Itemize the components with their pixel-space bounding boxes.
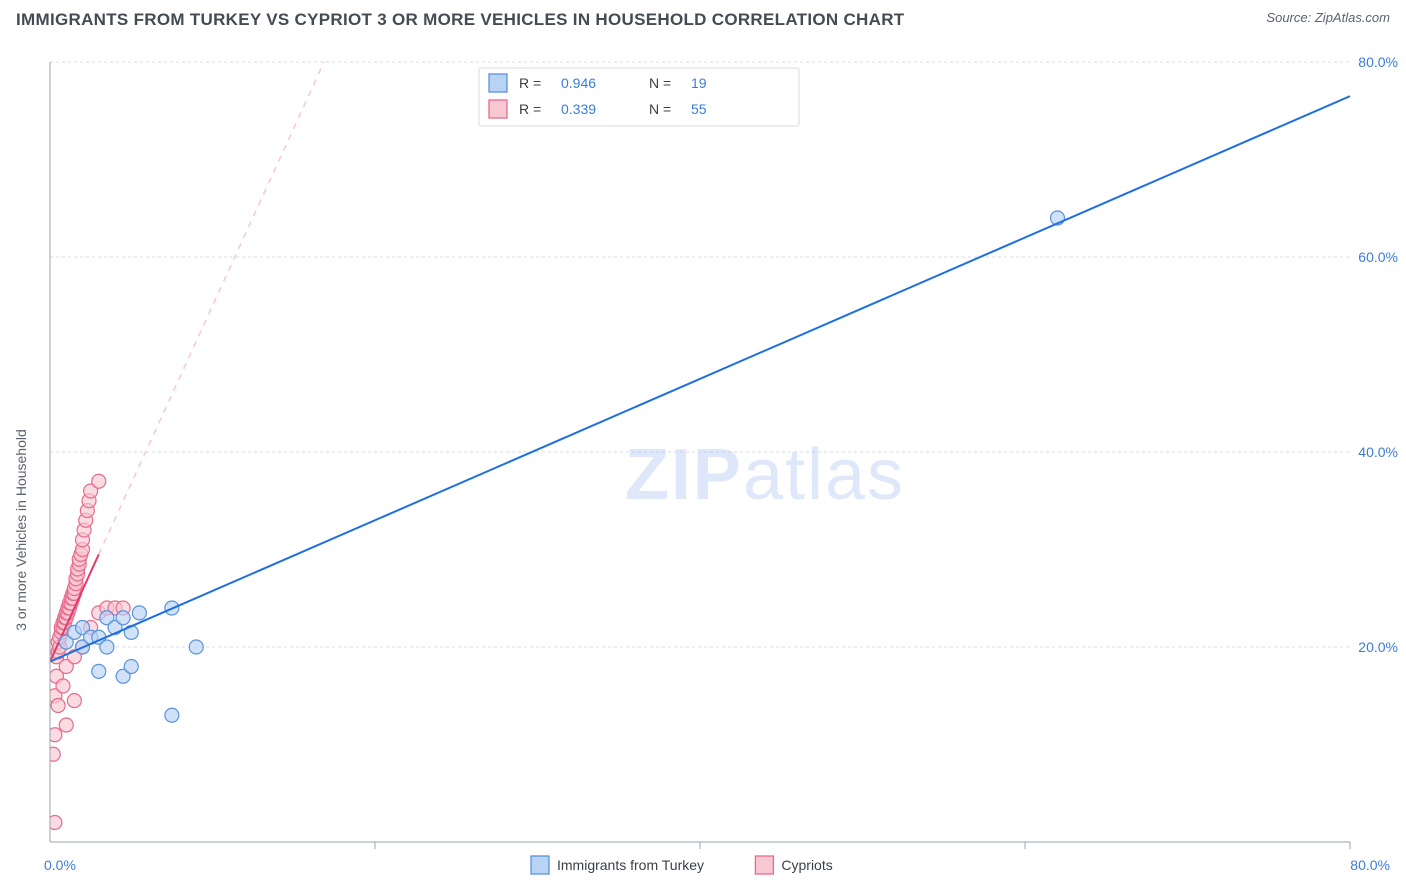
turkey-point <box>165 708 179 722</box>
source-value: ZipAtlas.com <box>1315 10 1390 25</box>
legend-n-label: N = <box>649 75 671 91</box>
bottom-legend-swatch <box>755 856 773 874</box>
y-axis-label: 3 or more Vehicles in Household <box>13 429 29 631</box>
cypriot-point <box>92 474 106 488</box>
chart-title: IMMIGRANTS FROM TURKEY VS CYPRIOT 3 OR M… <box>16 10 904 30</box>
cypriot-point <box>46 747 60 761</box>
y-tick-label: 20.0% <box>1358 639 1398 655</box>
legend-n-value: 55 <box>691 101 707 117</box>
y-tick-label: 80.0% <box>1358 54 1398 70</box>
x-tick-label: 80.0% <box>1350 857 1390 873</box>
turkey-point <box>92 664 106 678</box>
chart-container: ZIPatlas 0.0% 80.0% 20.0% 40.0% 60.0% 80.0% 3 o… <box>0 40 1406 892</box>
cypriot-point <box>67 694 81 708</box>
cypriot-point <box>59 718 73 732</box>
bottom-legend-label: Cypriots <box>781 857 832 873</box>
legend-swatch <box>489 74 507 92</box>
legend-swatch <box>489 100 507 118</box>
y-tick-label: 60.0% <box>1358 249 1398 265</box>
legend-r-value: 0.946 <box>561 75 596 91</box>
legend-n-label: N = <box>649 101 671 117</box>
scatter-chart: ZIPatlas 0.0% 80.0% 20.0% 40.0% 60.0% 80.0% 3 o… <box>0 40 1406 892</box>
chart-source: Source: ZipAtlas.com <box>1266 10 1390 25</box>
watermark: ZIPatlas <box>625 435 905 515</box>
cypriot-point <box>51 699 65 713</box>
turkey-point <box>100 640 114 654</box>
turkey-trend-line <box>50 96 1350 662</box>
chart-header: IMMIGRANTS FROM TURKEY VS CYPRIOT 3 OR M… <box>0 0 1406 40</box>
bottom-legend-label: Immigrants from Turkey <box>557 857 704 873</box>
legend-r-value: 0.339 <box>561 101 596 117</box>
bottom-legend-swatch <box>531 856 549 874</box>
legend-n-value: 19 <box>691 75 707 91</box>
cypriot-point <box>56 679 70 693</box>
turkey-point <box>132 606 146 620</box>
x-tick-label: 0.0% <box>44 857 76 873</box>
legend-r-label: R = <box>519 75 541 91</box>
y-tick-label: 40.0% <box>1358 444 1398 460</box>
cypriot-trend-dash <box>99 40 440 554</box>
source-label: Source: <box>1266 10 1311 25</box>
turkey-point <box>116 611 130 625</box>
turkey-point <box>189 640 203 654</box>
turkey-point <box>124 660 138 674</box>
legend-r-label: R = <box>519 101 541 117</box>
